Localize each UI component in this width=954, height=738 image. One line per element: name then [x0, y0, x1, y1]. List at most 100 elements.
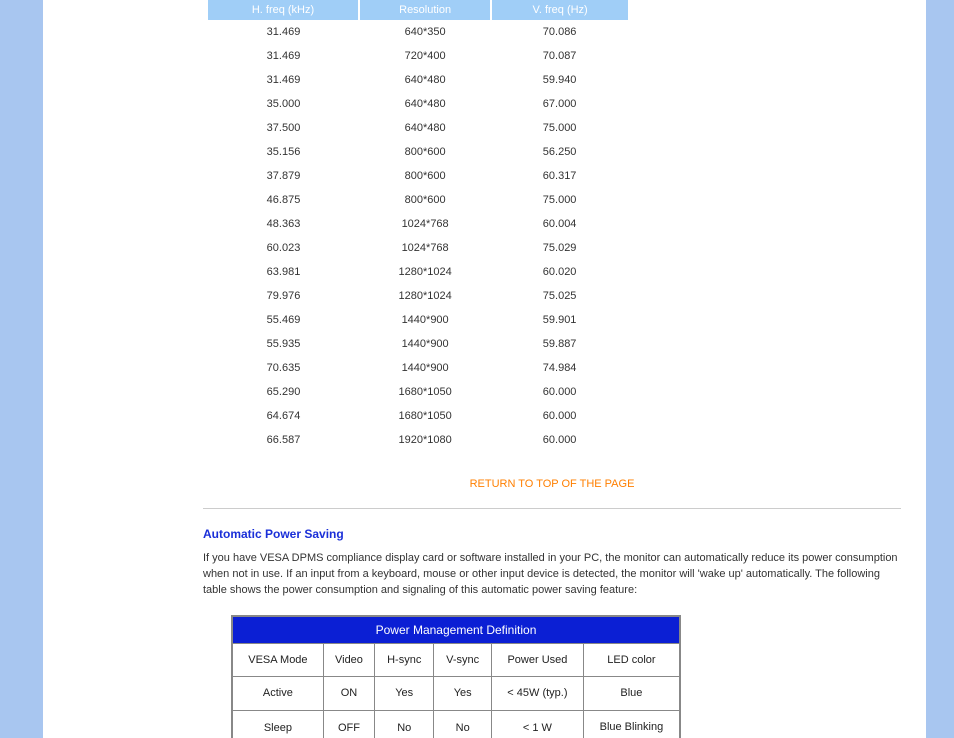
timing-cell: 60.020	[491, 260, 628, 284]
timing-row: 37.500640*48075.000	[208, 116, 628, 140]
timing-cell: 1280*1024	[359, 260, 491, 284]
power-row: ActiveONYesYes< 45W (typ.)Blue	[232, 676, 680, 710]
timing-cell: 640*480	[359, 68, 491, 92]
timing-row: 37.879800*60060.317	[208, 164, 628, 188]
power-cell: Yes	[434, 676, 492, 710]
power-table-title: Power Management Definition	[232, 616, 680, 644]
timing-cell: 59.887	[491, 332, 628, 356]
timing-cell: 63.981	[208, 260, 359, 284]
timing-cell: 31.469	[208, 20, 359, 44]
timing-cell: 1280*1024	[359, 284, 491, 308]
right-gutter	[916, 0, 926, 738]
return-to-top-link[interactable]: RETURN TO TOP OF THE PAGE	[470, 478, 635, 490]
power-header-led: LED color	[583, 643, 680, 676]
timing-cell: 74.984	[491, 356, 628, 380]
power-management-table: Power Management Definition VESA Mode Vi…	[231, 615, 681, 738]
power-table-title-row: Power Management Definition	[232, 616, 680, 644]
timing-cell: 31.469	[208, 68, 359, 92]
timing-cell: 31.469	[208, 44, 359, 68]
power-cell: No	[375, 711, 434, 738]
timing-cell: 75.029	[491, 236, 628, 260]
left-gutter	[43, 0, 203, 738]
timing-row: 79.9761280*102475.025	[208, 284, 628, 308]
timing-cell: 1440*900	[359, 332, 491, 356]
timing-row: 35.156800*60056.250	[208, 140, 628, 164]
power-cell: Blue Blinking	[583, 711, 680, 738]
section-divider	[203, 508, 901, 509]
power-header-video: Video	[323, 643, 374, 676]
timing-cell: 79.976	[208, 284, 359, 308]
power-table-wrap: Power Management Definition VESA Mode Vi…	[231, 615, 681, 738]
timing-cell: 60.000	[491, 428, 628, 452]
timing-cell: 37.500	[208, 116, 359, 140]
power-cell: Blue	[583, 676, 680, 710]
timing-cell: 60.004	[491, 212, 628, 236]
timing-cell: 35.156	[208, 140, 359, 164]
return-to-top-container: RETURN TO TOP OF THE PAGE	[203, 478, 901, 490]
main-content: H. freq (kHz) Resolution V. freq (Hz) 31…	[203, 0, 916, 738]
power-cell: Yes	[375, 676, 434, 710]
timing-cell: 720*400	[359, 44, 491, 68]
timing-cell: 60.000	[491, 380, 628, 404]
timing-cell: 1024*768	[359, 236, 491, 260]
timing-cell: 1440*900	[359, 308, 491, 332]
timing-row: 31.469640*35070.086	[208, 20, 628, 44]
timing-cell: 1024*768	[359, 212, 491, 236]
timing-cell: 640*480	[359, 92, 491, 116]
aps-heading: Automatic Power Saving	[203, 527, 901, 541]
power-cell: < 45W (typ.)	[492, 676, 584, 710]
timing-cell: 640*350	[359, 20, 491, 44]
power-header-power: Power Used	[492, 643, 584, 676]
timing-cell: 70.087	[491, 44, 628, 68]
timing-cell: 1680*1050	[359, 404, 491, 428]
timing-cell: 1920*1080	[359, 428, 491, 452]
left-side-rail	[0, 0, 43, 738]
timing-row: 31.469720*40070.087	[208, 44, 628, 68]
timing-cell: 75.000	[491, 188, 628, 212]
timing-row: 35.000640*48067.000	[208, 92, 628, 116]
timing-cell: 800*600	[359, 164, 491, 188]
timing-cell: 59.940	[491, 68, 628, 92]
power-cell: < 1 W	[492, 711, 584, 738]
timing-row: 64.6741680*105060.000	[208, 404, 628, 428]
timing-cell: 65.290	[208, 380, 359, 404]
timing-cell: 66.587	[208, 428, 359, 452]
timing-cell: 35.000	[208, 92, 359, 116]
timing-cell: 55.469	[208, 308, 359, 332]
timing-row: 48.3631024*76860.004	[208, 212, 628, 236]
timing-header-hfreq: H. freq (kHz)	[208, 0, 359, 20]
timing-cell: 56.250	[491, 140, 628, 164]
timing-row: 55.9351440*90059.887	[208, 332, 628, 356]
timing-cell: 46.875	[208, 188, 359, 212]
timing-cell: 48.363	[208, 212, 359, 236]
timing-cell: 800*600	[359, 140, 491, 164]
right-side-rail	[926, 0, 954, 738]
timing-cell: 75.000	[491, 116, 628, 140]
timing-row: 65.2901680*105060.000	[208, 380, 628, 404]
timing-row: 60.0231024*76875.029	[208, 236, 628, 260]
timing-header-resolution: Resolution	[359, 0, 491, 20]
timing-cell: 37.879	[208, 164, 359, 188]
timing-cell: 800*600	[359, 188, 491, 212]
timing-table-header-row: H. freq (kHz) Resolution V. freq (Hz)	[208, 0, 628, 20]
power-cell: Sleep	[232, 711, 323, 738]
timing-table: H. freq (kHz) Resolution V. freq (Hz) 31…	[208, 0, 628, 452]
power-header-hsync: H-sync	[375, 643, 434, 676]
power-cell: No	[434, 711, 492, 738]
timing-cell: 1680*1050	[359, 380, 491, 404]
timing-header-vfreq: V. freq (Hz)	[491, 0, 628, 20]
power-cell: ON	[323, 676, 374, 710]
timing-cell: 64.674	[208, 404, 359, 428]
power-cell: OFF	[323, 711, 374, 738]
timing-row: 31.469640*48059.940	[208, 68, 628, 92]
power-cell: Active	[232, 676, 323, 710]
timing-cell: 1440*900	[359, 356, 491, 380]
power-table-header-row: VESA Mode Video H-sync V-sync Power Used…	[232, 643, 680, 676]
timing-cell: 75.025	[491, 284, 628, 308]
aps-paragraph: If you have VESA DPMS compliance display…	[203, 551, 901, 599]
timing-cell: 70.086	[491, 20, 628, 44]
timing-cell: 67.000	[491, 92, 628, 116]
timing-row: 55.4691440*90059.901	[208, 308, 628, 332]
timing-row: 46.875800*60075.000	[208, 188, 628, 212]
timing-cell: 55.935	[208, 332, 359, 356]
